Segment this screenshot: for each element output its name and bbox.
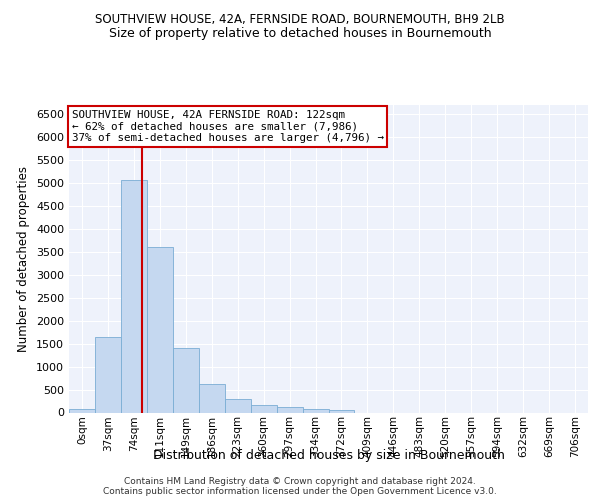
Bar xyxy=(329,410,355,412)
Bar xyxy=(121,180,147,412)
Y-axis label: Number of detached properties: Number of detached properties xyxy=(17,166,31,352)
Text: SOUTHVIEW HOUSE, 42A FERNSIDE ROAD: 122sqm
← 62% of detached houses are smaller : SOUTHVIEW HOUSE, 42A FERNSIDE ROAD: 122s… xyxy=(71,110,383,143)
Bar xyxy=(173,348,199,412)
Bar xyxy=(199,384,224,412)
Bar xyxy=(95,337,121,412)
Text: Size of property relative to detached houses in Bournemouth: Size of property relative to detached ho… xyxy=(109,28,491,40)
Bar xyxy=(69,409,95,412)
Bar xyxy=(251,406,277,412)
Bar xyxy=(225,399,251,412)
Text: Contains HM Land Registry data © Crown copyright and database right 2024.: Contains HM Land Registry data © Crown c… xyxy=(124,476,476,486)
Bar xyxy=(277,408,302,412)
Text: SOUTHVIEW HOUSE, 42A, FERNSIDE ROAD, BOURNEMOUTH, BH9 2LB: SOUTHVIEW HOUSE, 42A, FERNSIDE ROAD, BOU… xyxy=(95,12,505,26)
Text: Contains public sector information licensed under the Open Government Licence v3: Contains public sector information licen… xyxy=(103,486,497,496)
Bar xyxy=(147,248,173,412)
Text: Distribution of detached houses by size in Bournemouth: Distribution of detached houses by size … xyxy=(153,448,505,462)
Bar xyxy=(302,409,329,412)
